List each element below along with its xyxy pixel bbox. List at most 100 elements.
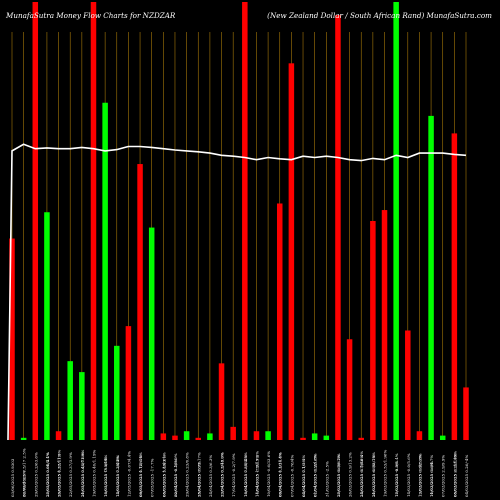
tick-label: 27/05/2025 0.91/4.4% bbox=[45, 452, 50, 497]
tick-label: 19/05/2025 0.40/1.19% bbox=[91, 450, 96, 497]
tick-label: 26/03/2025 0.9/13.2% bbox=[348, 452, 353, 497]
bar-33 bbox=[381, 210, 388, 440]
bar-28 bbox=[323, 435, 330, 440]
bar-21 bbox=[242, 2, 248, 440]
tick-label: 08/04/2025 0.3/11.8% bbox=[278, 452, 283, 497]
bar-7 bbox=[79, 372, 85, 440]
tick-label: 30/05/2025 7.5/17 2.5% bbox=[22, 448, 27, 497]
tick-label: 23/05/2025 1.32/11.5% bbox=[57, 450, 62, 497]
tick-label: 21/05/2025 0.4/37.6% bbox=[80, 452, 85, 497]
tick-label: 11/04/2025 1.5/1.9% bbox=[254, 455, 259, 497]
chart-subtitle: (New Zealand Dollar / South African Rand… bbox=[267, 11, 492, 20]
tick-label: 24/04/2025 0.3/6.3% bbox=[208, 455, 213, 497]
tick-label: 02/05/2025 -0.19% bbox=[173, 458, 178, 497]
tick-label: 31/03/2025 -2.5% bbox=[324, 461, 329, 497]
tick-label: 14/05/2025 0.25/4% bbox=[115, 456, 120, 497]
tick-label: 06/05/2025 1.13/3.1% bbox=[161, 452, 166, 497]
bar-8 bbox=[90, 2, 97, 440]
tick-label: 05/05/2025 5.8/4.6% bbox=[161, 455, 166, 497]
tick-label: 24/03/2025 -0.1/48.4% bbox=[359, 451, 364, 497]
tick-label: 15/05/2025 -7.5/14% bbox=[103, 455, 108, 497]
tick-label: 14/04/2025 -7.8/17.2% bbox=[254, 451, 259, 497]
tick-label: 13/05/2025 7.3/4.6% bbox=[115, 455, 120, 497]
tick-label: 28/03/2025 0.6/9.1% bbox=[336, 455, 341, 497]
tick-label: 11/03/2025 -0.6% bbox=[429, 461, 434, 497]
bar-1 bbox=[9, 238, 15, 440]
bar-16 bbox=[183, 431, 190, 440]
bar-9 bbox=[102, 102, 108, 441]
tick-label: 20/05/2025 0.65/11.8% bbox=[80, 450, 85, 497]
tick-label: 28/04/2025 0.6/2.17% bbox=[196, 452, 201, 497]
tick-label: 22/04/2025 0.3/13.9% bbox=[220, 452, 225, 497]
tick-label: 02 Wed 9.9% bbox=[22, 470, 27, 497]
tick-label: 12/03/2025 0.8/5.9% bbox=[417, 455, 422, 497]
bar-5 bbox=[55, 431, 62, 440]
bar-36 bbox=[416, 431, 423, 440]
bar-2 bbox=[20, 437, 27, 440]
tick-label: 01/04/2025 0.3/3.6% bbox=[313, 455, 318, 497]
money-flow-line-group bbox=[7, 143, 467, 441]
bar-29 bbox=[335, 15, 341, 440]
bar-40 bbox=[463, 387, 469, 440]
bar-39 bbox=[451, 133, 458, 440]
tick-label: 10/03/2025 0.6/4.7% bbox=[429, 455, 434, 497]
bar-35 bbox=[405, 330, 411, 440]
tick-label: 20/03/2025 -0.58/15% bbox=[371, 452, 376, 497]
x-axis-labels: 03/06/2025 0.9303 02 Wed 9.9%30/05/2025 7… bbox=[10, 448, 469, 497]
bar-30 bbox=[346, 339, 353, 440]
tick-label: 05/03/2025 -0.2/1.99% bbox=[452, 451, 457, 497]
bar-15 bbox=[172, 435, 178, 440]
bar-34 bbox=[393, 2, 399, 440]
bar-3 bbox=[32, 2, 39, 440]
bar-24 bbox=[276, 203, 283, 440]
bar-6 bbox=[67, 361, 73, 440]
money-flow-line bbox=[7, 143, 467, 441]
tick-label: 14/03/2025 -0.0/5.6% bbox=[406, 453, 411, 497]
tick-label: 07/03/2025 2.9/9.9% bbox=[441, 455, 446, 497]
tick-label: 29/05/2025 0.2/63.6% bbox=[33, 452, 38, 497]
bar-27 bbox=[311, 433, 318, 440]
bar-32 bbox=[370, 221, 376, 440]
tick-label: 22/05/2025 0.37/3.9% bbox=[68, 452, 73, 497]
tick-label: 16/05/2025 19.66% bbox=[103, 457, 108, 497]
tick-label: 06/03/2025 2.21/14% bbox=[452, 453, 457, 497]
bar-11 bbox=[125, 326, 132, 440]
tick-label: 25/03/2025 0.7/9.6% bbox=[359, 455, 364, 497]
tick-label: 23/04/2025 0.2/46.0% bbox=[220, 452, 225, 497]
tick-label: 04/03/2025 0.26/-4% bbox=[464, 455, 469, 497]
bar-25 bbox=[288, 63, 295, 440]
tick-label: 09/05/2025 0.72/6.4% bbox=[138, 452, 143, 497]
tick-label: 08/05/2025 1.1/5.1% bbox=[138, 455, 143, 497]
tick-label: 18/03/2025 -9.9% bbox=[394, 461, 399, 497]
money-flow-bars bbox=[9, 2, 469, 441]
bar-13 bbox=[148, 227, 155, 440]
tick-label: 21/03/2025 6.9/3.1% bbox=[371, 455, 376, 497]
bar-10 bbox=[114, 345, 120, 440]
tick-label: 09/04/2025 1.1/24.4% bbox=[278, 452, 283, 497]
bar-18 bbox=[207, 433, 213, 440]
bar-38 bbox=[439, 435, 446, 440]
bar-19 bbox=[218, 363, 225, 440]
tick-label: 26/05/2025 0.27/11% bbox=[57, 453, 62, 497]
tick-label: 17/04/2025 -0.2/7.9% bbox=[231, 453, 236, 497]
tick-label: 25/04/2025 -7.7% bbox=[196, 461, 201, 497]
tick-label: 19/03/2025 0.53/1.96% bbox=[383, 450, 388, 497]
tick-label: 16/04/2025 7.8/5.4% bbox=[243, 455, 248, 497]
tick-label: 13/03/2025 -0.4/5.8% bbox=[417, 453, 422, 497]
bar-17 bbox=[195, 437, 202, 440]
bar-14 bbox=[160, 433, 167, 440]
bar-12 bbox=[137, 164, 143, 440]
tick-label: 07/05/2025 -17.7% bbox=[150, 458, 155, 497]
bar-37 bbox=[428, 115, 434, 440]
tick-label: 15/04/2025 0.35/4.5% bbox=[243, 452, 248, 497]
tick-label: 29/04/2025 0.23/0.8% bbox=[185, 452, 190, 497]
bar-22 bbox=[253, 431, 260, 440]
tick-label: 17/03/2025 -0.3/5.4% bbox=[394, 453, 399, 497]
tick-label: 12/05/2025 -0.07/4.4% bbox=[126, 451, 131, 497]
bar-31 bbox=[358, 437, 364, 440]
tick-label: 03/06/2025 0.9303 bbox=[10, 458, 15, 497]
tick-label: 03/04/2025 0.1/5.1% bbox=[301, 455, 306, 497]
